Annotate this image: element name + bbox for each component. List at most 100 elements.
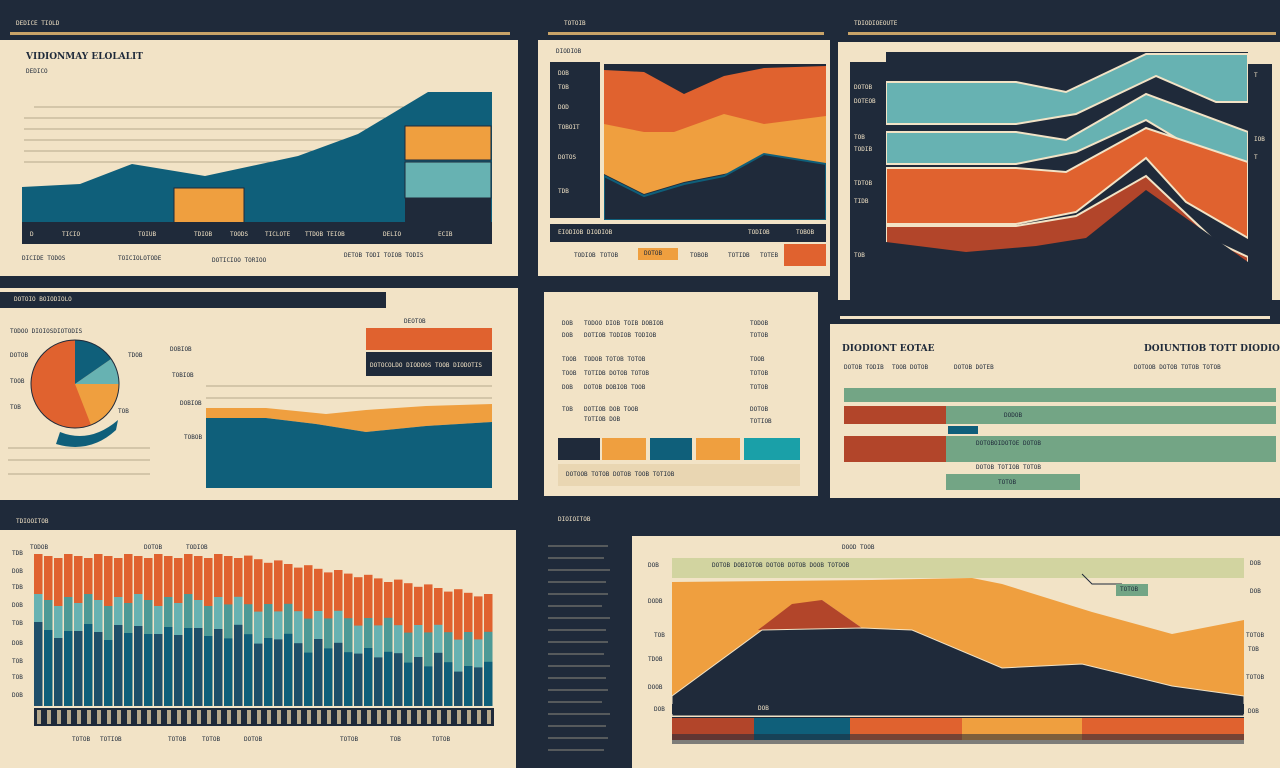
x-tick: TODIOB: [748, 229, 770, 236]
r-label: TOTOB: [1246, 632, 1265, 639]
panel-stacked-area: TOTOIB DIODIOB DOB TOB DOD TOBOIT DOTOS …: [538, 12, 830, 276]
column-bar-navy: [34, 622, 43, 706]
row-a: DOB: [562, 384, 573, 391]
tag-highlight-label: DOTOB: [644, 250, 663, 257]
axis-tooth: [187, 710, 191, 724]
column-bar-navy: [234, 624, 243, 706]
column-bar-navy: [154, 634, 163, 706]
y-label: TOB: [558, 84, 569, 91]
axis-tooth: [247, 710, 251, 724]
chart-subtitle: DEDICO: [26, 68, 48, 75]
x-tick: EIODIOB DIODIOB: [558, 229, 613, 236]
panel-header-label: TDIODIOEOUTE: [854, 20, 898, 27]
band-teal-small: [948, 426, 978, 434]
panel-list-table: DOB TODOO DIOB TOIB DOBIOB TODOB DOB DOT…: [544, 292, 818, 496]
axis-tooth: [377, 710, 381, 724]
column-bar-navy: [294, 643, 303, 706]
panel-header: [838, 12, 1280, 42]
legend-swatch-teal: [650, 438, 692, 460]
y-label: DOTOB: [854, 84, 873, 91]
row-a: DOB: [562, 332, 573, 339]
axis-tooth: [407, 710, 411, 724]
y-label: TOB: [12, 674, 23, 681]
column-bar-navy: [364, 648, 373, 706]
axis-tooth: [57, 710, 61, 724]
axis-tooth: [327, 710, 331, 724]
column-bar-navy: [204, 636, 213, 706]
x-label: TOTOB: [340, 736, 359, 743]
axis-tooth: [317, 710, 321, 724]
y-label: TDB: [558, 188, 569, 195]
legend-swatch-teal2: [744, 438, 800, 460]
chart-subtitle: TODOO DIOIOSDIOTODIS: [10, 328, 83, 335]
y-label: TOB: [654, 632, 665, 639]
x-label: TOTOB: [72, 736, 91, 743]
row-c: DOTOB: [750, 406, 769, 413]
footer-label: DICIDE TODOS: [22, 255, 66, 262]
column-bar-navy: [64, 631, 73, 706]
header-rule: [548, 32, 824, 35]
top-label: DOOD TOOB: [842, 544, 875, 551]
column-bar-navy: [394, 653, 403, 706]
band-sage-top: [844, 388, 1276, 402]
y-label: TDB: [12, 550, 23, 557]
pie-legend: TOB: [10, 404, 21, 411]
y-label: DOTOS: [558, 154, 577, 161]
column-bar-navy: [54, 638, 63, 706]
row-b: DOTIOB TODIOB TODIOB: [584, 332, 657, 339]
row-c: TOTIOB: [750, 418, 772, 425]
axis-tooth: [117, 710, 121, 724]
y-label: TOBOIT: [558, 124, 580, 131]
column-bar-navy: [114, 625, 123, 706]
strip-navy: [672, 734, 1244, 744]
band-sage-3: [946, 474, 1080, 490]
axis-tooth: [147, 710, 151, 724]
axis-tick: ECIB: [438, 231, 453, 238]
axis-tooth: [347, 710, 351, 724]
column-bar-navy: [344, 652, 353, 706]
panel-header: [0, 12, 518, 40]
axis-tooth: [447, 710, 451, 724]
tag-box-label: TOTOB: [1120, 586, 1139, 593]
axis-tooth: [367, 710, 371, 724]
column-bar-navy: [284, 633, 293, 706]
tag-box: [1116, 584, 1148, 596]
band-tag: DOTOB TOTIOB TOTOB: [976, 464, 1042, 471]
top-tick: TODOB: [30, 544, 49, 551]
panel-header-label: DOTOIO BOIODIOLO: [14, 296, 72, 303]
side-list-panel: [542, 512, 632, 764]
x-tick: TOBOB: [796, 229, 815, 236]
panel-header: [830, 302, 1280, 324]
scale-tick: TOBIOB: [172, 372, 194, 379]
axis-tick: TOODS: [230, 231, 249, 238]
tag-label: DEOTOB: [404, 318, 426, 325]
y-label: DOB: [648, 562, 659, 569]
footer-label: TODIOB: [574, 252, 596, 259]
chart-subtitle: DIODIOB: [556, 48, 582, 55]
legend-swatch-amber: [602, 438, 646, 460]
x-label: TOTOB: [202, 736, 221, 743]
column-bar-navy: [324, 648, 333, 706]
column-bar-navy: [444, 662, 453, 706]
row-b: DOTIOB DOB TOOB: [584, 406, 639, 413]
column-bar-navy: [454, 671, 463, 706]
x-label: DOTOB: [244, 736, 263, 743]
scale-tick: TOBOB: [184, 434, 203, 441]
r-label: TOB: [1248, 646, 1259, 653]
panel-header: [0, 292, 386, 308]
axis-tooth: [197, 710, 201, 724]
axis-tooth: [37, 710, 41, 724]
flow-chart: [206, 385, 492, 488]
axis-tooth: [87, 710, 91, 724]
row-a: DOB: [562, 320, 573, 327]
column-bar-navy: [374, 657, 383, 706]
axis-tick: D: [30, 231, 34, 238]
column-bar-navy: [354, 653, 363, 706]
banner-label: DOTOB DOBIOTOB DOTOB DOTOB DOOB TOTOOB: [712, 562, 850, 569]
sub-right: DOTOOB DOTOB TOTOB TOTOB: [1134, 364, 1221, 371]
x-label: TOTOB: [168, 736, 187, 743]
axis-band: [22, 222, 492, 244]
row-c: TOTOB: [750, 384, 769, 391]
scale-tick: DOBIOB: [170, 346, 192, 353]
axis-tooth: [137, 710, 141, 724]
